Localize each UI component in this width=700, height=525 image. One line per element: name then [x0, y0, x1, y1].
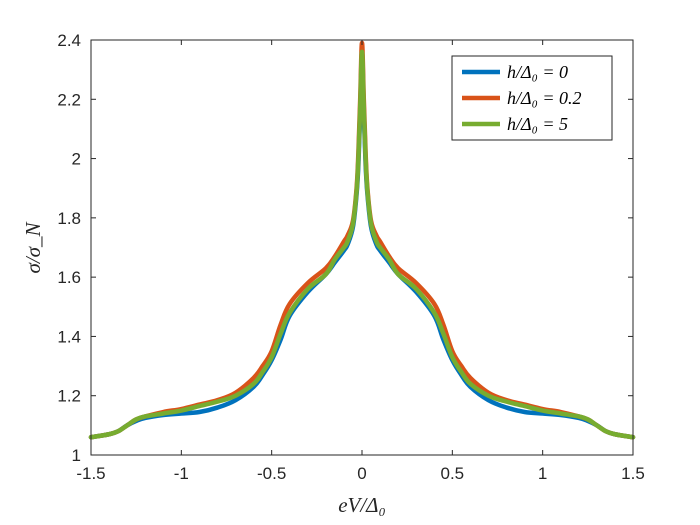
x-tick-label: 0 [357, 464, 366, 483]
plot-frame [90, 39, 634, 456]
x-tick-label: 1 [538, 464, 547, 483]
legend-label-0: h/Δ₀ = 0 [507, 62, 568, 82]
legend: h/Δ₀ = 0 h/Δ₀ = 0.2 h/Δ₀ = 5 [451, 55, 613, 141]
y-axis-label: σ/σ_N [21, 221, 45, 273]
y-tick-label: 1.2 [57, 387, 81, 406]
ticks-layer: -1.5 -1 -0.5 0 0.5 1 1.5 1 1.2 1.4 1.6 1.8 2 2.2 2.4 [57, 31, 644, 483]
x-axis-label: eV/Δ₀ [338, 493, 386, 517]
x-tick-label: -1 [174, 464, 189, 483]
x-tick-label: -0.5 [257, 464, 286, 483]
x-axis-title: eV/Δ₀ [338, 493, 386, 517]
y-tick-label: 1.8 [57, 209, 81, 228]
legend-label-2: h/Δ₀ = 5 [507, 114, 568, 134]
y-tick-label: 1.6 [57, 268, 81, 287]
y-tick-label: 1.4 [57, 327, 81, 346]
legend-label-1: h/Δ₀ = 0.2 [507, 88, 581, 108]
series-line-2 [88, 49, 636, 440]
x-tick-label: 0.5 [441, 464, 465, 483]
x-tick-label: -1.5 [76, 464, 105, 483]
y-tick-label: 2.2 [57, 90, 81, 109]
y-tick-label: 1 [72, 446, 81, 465]
y-tick-label: 2.4 [57, 31, 81, 50]
y-axis-title: σ/σ_N [21, 221, 45, 273]
x-tick-label: 1.5 [621, 464, 645, 483]
y-tick-label: 2 [72, 150, 81, 169]
